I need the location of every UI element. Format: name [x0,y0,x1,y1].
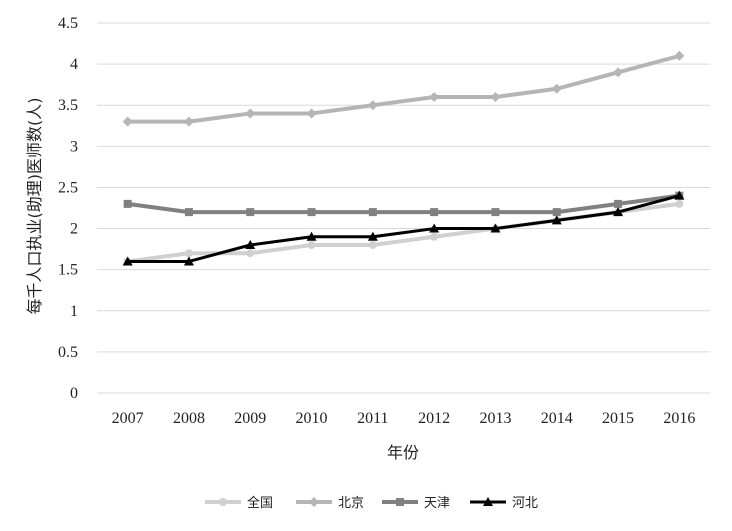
x-axis-title: 年份 [387,443,419,462]
data-point [184,208,193,217]
data-point [429,223,440,233]
data-point [246,208,255,217]
x-tick-label: 2012 [418,410,450,427]
series-1 [122,50,685,127]
series-2 [123,191,684,217]
legend-item: 全国 [205,495,273,511]
data-point [674,50,685,61]
legend: 全国 北京 天津 河北 [205,495,538,511]
y-axis-title: 每千人口执业(助理)医师数(人) [25,98,44,315]
data-point [490,223,501,233]
x-tick-label: 2008 [173,410,205,427]
data-point [614,199,623,208]
data-point [551,83,562,94]
data-point [122,116,133,127]
legend-label: 天津 [424,496,450,511]
data-point [306,108,317,119]
y-tick-label: 2 [70,221,78,238]
data-point [183,256,194,266]
legend-marker [309,497,319,507]
y-tick-label: 2.5 [58,179,78,196]
data-point [675,199,684,208]
data-point [306,231,317,241]
x-tick-labels: 2007 2008 2009 2010 2011 2012 2013 2014 2015 2016 [112,410,696,427]
data-point [551,215,562,225]
data-point [613,207,624,217]
y-tick-label: 1 [70,303,78,320]
data-point [491,208,500,217]
y-tick-label: 1.5 [58,262,78,279]
data-point [183,116,194,127]
data-point [490,92,501,102]
y-tick-label: 0.5 [58,344,78,361]
x-tick-label: 2015 [602,410,634,427]
series-line [127,194,680,263]
series-group [122,50,685,266]
legend-item: 北京 [296,496,364,511]
series-3 [122,190,685,266]
data-point [245,108,256,119]
data-point [552,208,561,217]
data-point [613,67,624,78]
series-line [127,193,680,215]
legend-label: 河北 [512,496,538,511]
x-tick-label: 2016 [663,410,695,427]
legend-marker [396,498,404,506]
y-tick-label: 3.5 [58,97,78,114]
gridlines [97,22,710,394]
legend-label: 北京 [338,496,364,511]
x-tick-label: 2007 [112,410,144,427]
y-tick-label: 3 [70,138,78,155]
x-tick-label: 2009 [234,410,266,427]
data-point [367,100,378,111]
y-tick-label: 4.5 [58,15,78,32]
x-tick-label: 2014 [541,410,573,427]
legend-label: 全国 [247,495,273,511]
data-point [307,241,316,249]
y-tick-label: 0 [70,385,78,402]
data-point [368,241,377,249]
data-point [368,208,377,217]
x-tick-label: 2013 [479,410,511,427]
y-tick-labels: 0 0.5 1 1.5 2 2.5 3 3.5 4 4.5 [58,15,78,402]
legend-marker [219,498,227,506]
data-point [123,199,132,208]
x-tick-label: 2011 [357,410,388,427]
data-point [367,231,378,241]
legend-marker [483,497,493,506]
data-point [430,208,439,217]
x-tick-label: 2010 [296,410,328,427]
data-point [307,208,316,217]
y-tick-label: 4 [70,56,78,73]
data-point [184,249,193,258]
series-line [127,53,680,124]
data-point [246,249,255,258]
data-point [122,256,133,266]
legend-item: 河北 [470,496,538,511]
data-point [430,232,439,241]
data-point [429,92,440,102]
legend-item: 天津 [382,496,450,511]
data-point [245,240,256,249]
data-point [674,190,685,200]
